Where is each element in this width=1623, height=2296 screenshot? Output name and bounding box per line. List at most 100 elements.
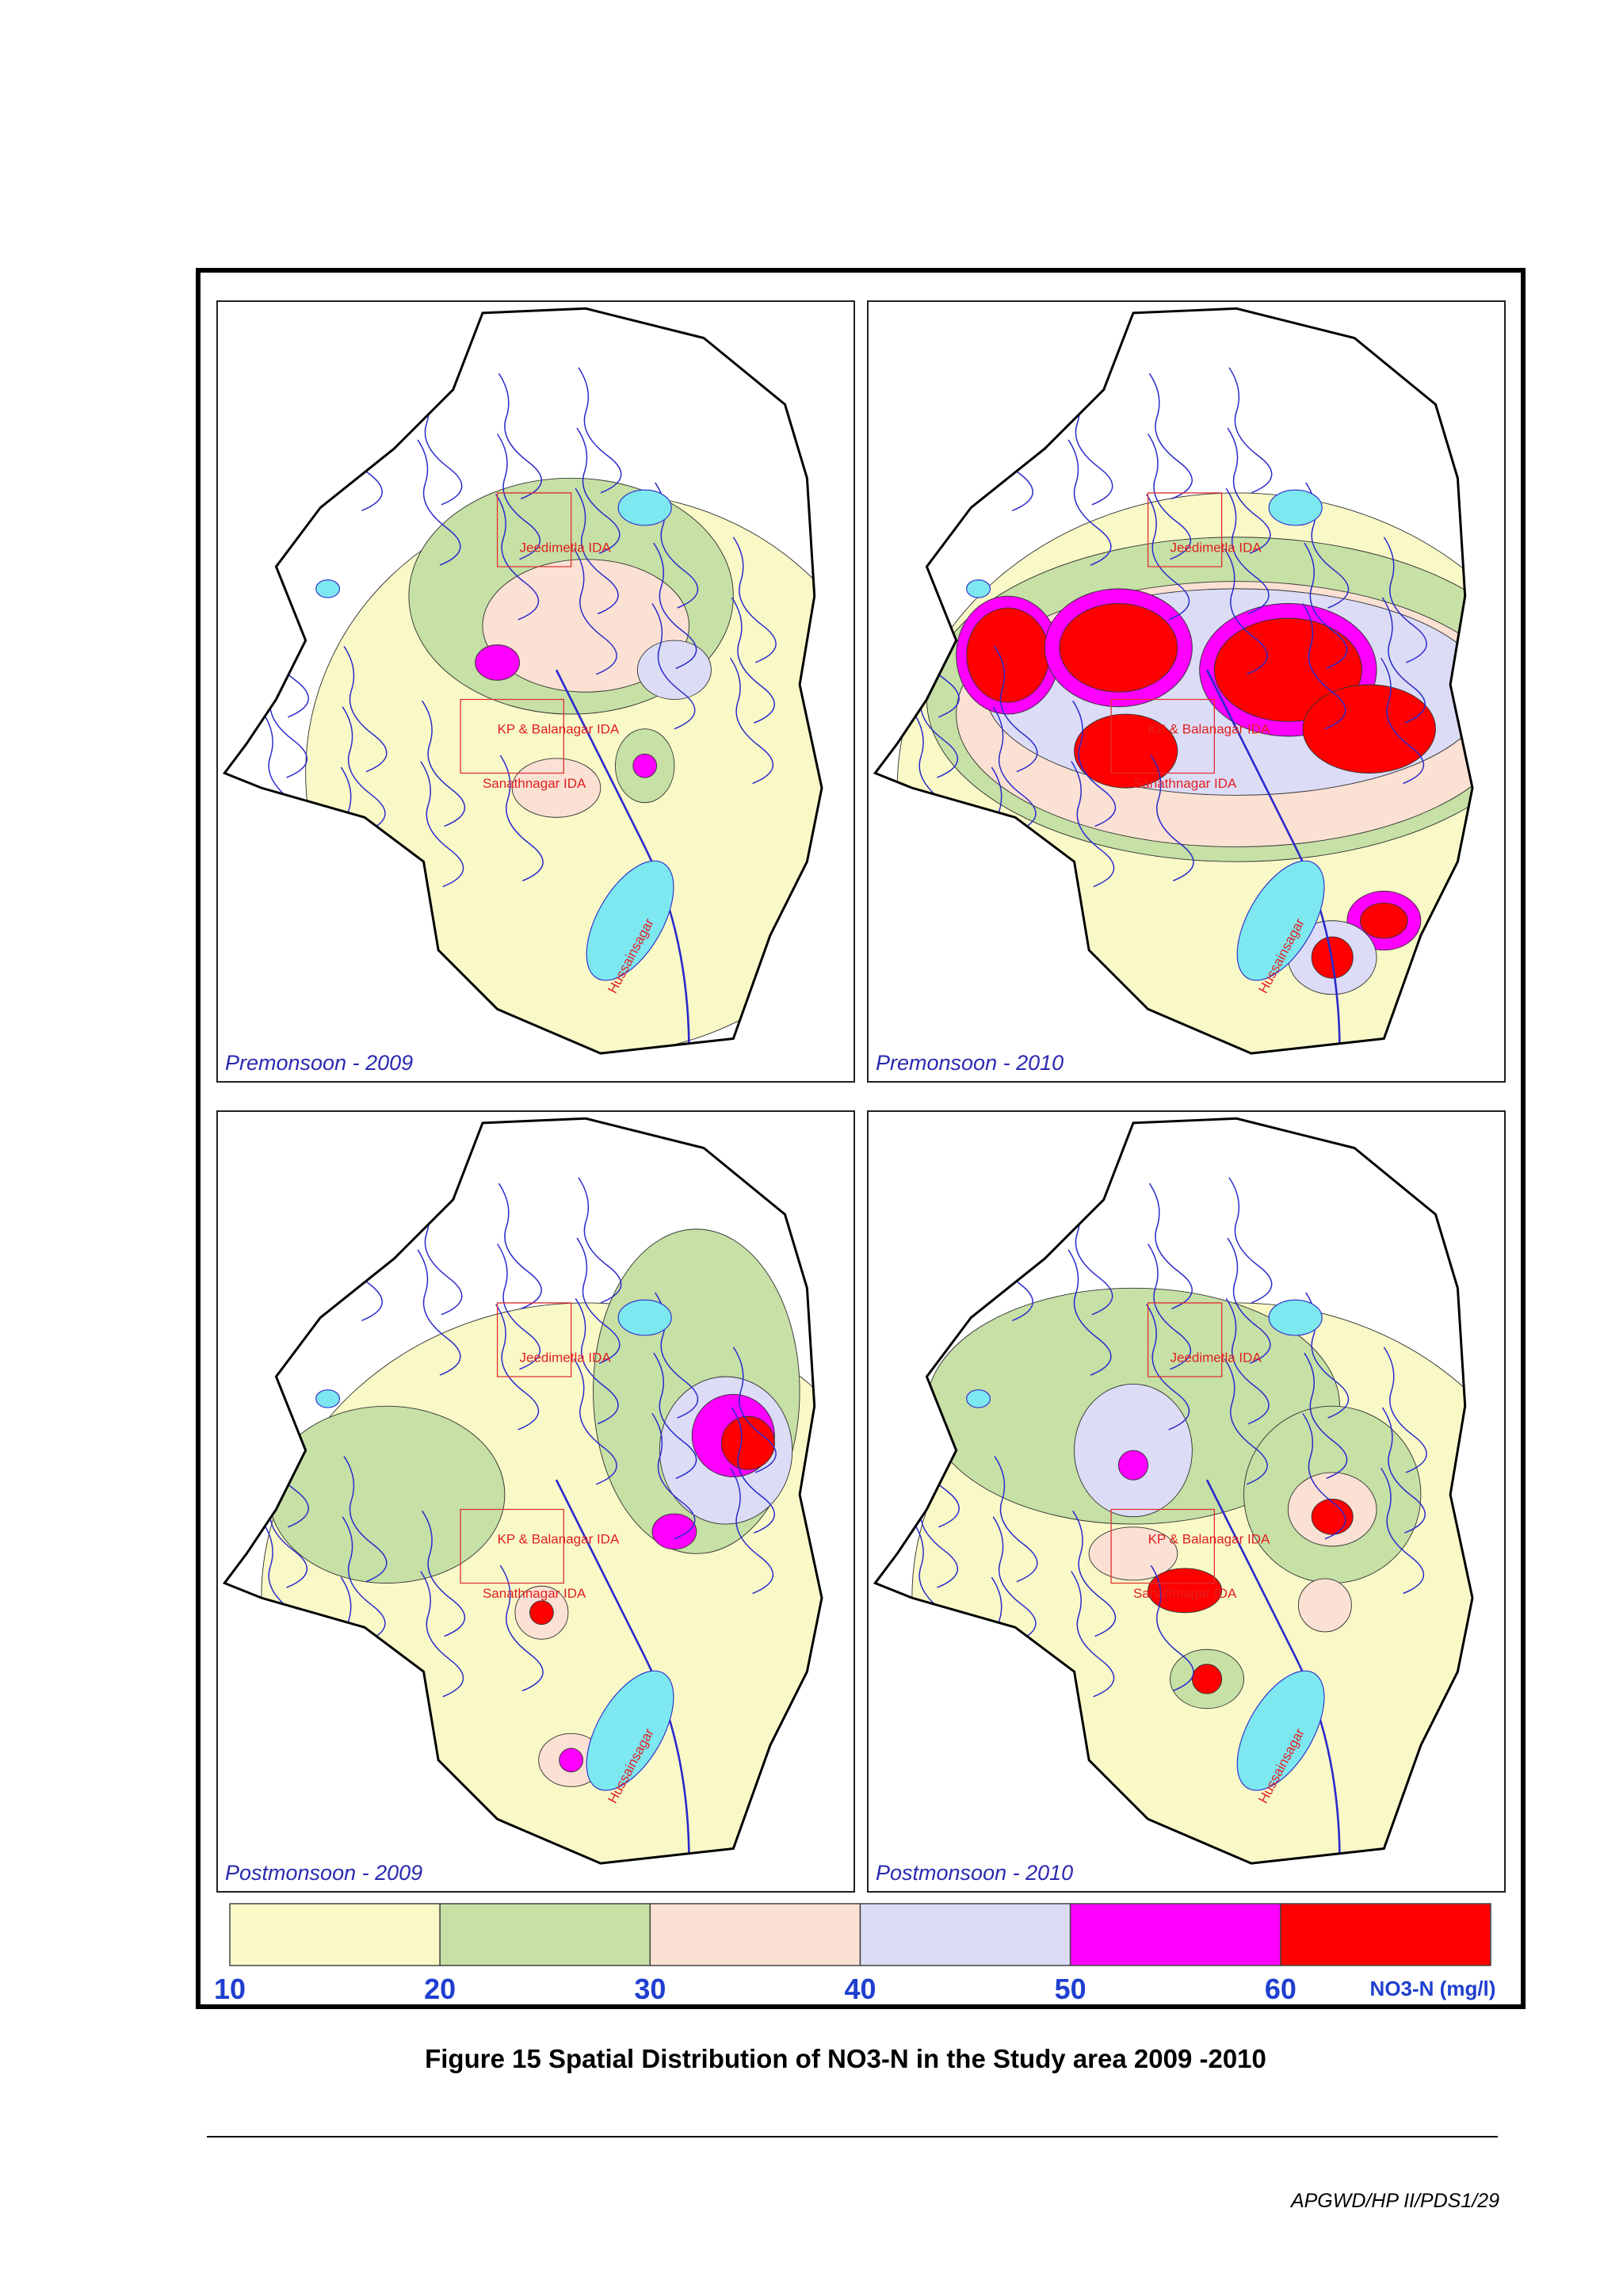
contour-zone: [1117, 1450, 1149, 1480]
stream: [342, 1516, 386, 1643]
stream: [1146, 494, 1190, 621]
stream: [732, 537, 777, 663]
stream: [576, 1237, 621, 1364]
stream: [496, 1244, 541, 1370]
stream: [1381, 657, 1425, 785]
main-river: [555, 1479, 690, 1864]
legend-value: 20: [424, 1973, 456, 2005]
main-river: [555, 669, 690, 1054]
contour-zone: [632, 753, 658, 778]
stream: [1225, 1297, 1270, 1425]
figure-frame: [196, 268, 1526, 2009]
stream: [1150, 1564, 1194, 1692]
lake: [1236, 1670, 1325, 1791]
stream: [1228, 367, 1273, 494]
map: [222, 307, 823, 1055]
contour-zone: [482, 559, 689, 693]
panel-title: Premonsoon - 2010: [876, 1051, 1064, 1075]
stream: [994, 646, 1038, 773]
stream: [731, 597, 775, 724]
map-panel: Jeedimetla IDA KP & Balanagar IDA Sanathna…: [216, 1110, 855, 1893]
contour-zone: [1297, 1578, 1352, 1633]
lake: [586, 1670, 674, 1791]
stream: [1381, 1407, 1426, 1534]
stream: [1067, 1249, 1112, 1376]
stream: [499, 1564, 544, 1692]
contour-zone: [1059, 603, 1178, 693]
stream: [653, 1352, 697, 1480]
panel-title: Postmonsoon - 2009: [225, 1861, 422, 1885]
map-label: Sanathnagar IDA: [1133, 1586, 1237, 1601]
map-label: Jeedimetla IDA: [1170, 540, 1262, 555]
main-river: [1205, 669, 1341, 1054]
map-label: Sanathnagar IDA: [483, 776, 586, 791]
map-label: Jeedimetla IDA: [520, 1350, 612, 1365]
stream: [495, 1304, 540, 1431]
stream: [1381, 597, 1426, 724]
contour-zone: [268, 1405, 506, 1584]
industrial-area: [1110, 1302, 1223, 1584]
stream: [994, 1456, 1038, 1583]
stream: [1381, 1467, 1425, 1595]
industrial-area: [1110, 492, 1223, 774]
stream: [1150, 755, 1194, 882]
stream: [653, 542, 697, 670]
panel-title: Premonsoon - 2009: [225, 1051, 413, 1075]
contour-zone: [720, 1415, 775, 1470]
stream: [1067, 439, 1112, 566]
map-label: Sanathnagar IDA: [483, 1586, 586, 1601]
map-label: KP & Balanagar IDA: [1148, 721, 1270, 736]
stream: [420, 1571, 464, 1698]
stream: [1147, 1244, 1192, 1370]
stream: [1383, 1347, 1427, 1473]
contour-zone: [1074, 713, 1178, 789]
stream: [992, 1516, 1037, 1643]
figure-caption: Figure 15 Spatial Distribution of NO3-N …: [425, 2044, 1266, 2073]
map-panel: Jeedimetla IDA KP & Balanagar IDA Sanathna…: [216, 300, 855, 1083]
stream: [1146, 1304, 1190, 1431]
stream: [1225, 487, 1270, 615]
contour-zone: [559, 1748, 583, 1773]
lake: [315, 1389, 341, 1408]
industrial-area: [460, 492, 572, 774]
stream: [420, 761, 464, 888]
map-panel: Jeedimetla IDA KP & Balanagar IDA Sanathna…: [867, 300, 1506, 1083]
stream: [578, 367, 622, 494]
stream: [417, 439, 461, 566]
contour-zone: [1191, 1664, 1223, 1694]
map-outline: [222, 1117, 823, 1865]
lake: [966, 1389, 991, 1408]
main-river: [1205, 1479, 1341, 1864]
industrial-area: [460, 1302, 572, 1584]
panel-title: Postmonsoon - 2010: [876, 1861, 1073, 1885]
stream: [651, 603, 696, 730]
lake: [617, 1299, 672, 1336]
legend-swatch: [439, 1903, 651, 1966]
legend-value: 50: [1055, 1973, 1086, 2005]
map-outline: [873, 1117, 1474, 1865]
stream: [498, 1182, 542, 1310]
stream: [573, 1358, 617, 1485]
stream: [1302, 603, 1346, 730]
contour-zone: [651, 1513, 697, 1550]
stream: [731, 1407, 775, 1534]
stream: [576, 427, 621, 554]
stream: [422, 700, 466, 827]
stream: [575, 1297, 619, 1425]
legend-swatch: [1069, 1903, 1281, 1966]
map-outline: [873, 307, 1474, 1055]
contour-zone: [966, 607, 1050, 703]
stream: [1224, 1358, 1268, 1485]
legend-unit: NO3-N (mg/l): [1370, 1977, 1496, 2000]
stream: [1072, 1510, 1117, 1637]
legend-value: 60: [1265, 1973, 1296, 2005]
page-footer: APGWD/HP II/PDS1/29: [1289, 2190, 1499, 2212]
contour-zones: [896, 492, 1473, 1054]
stream: [1227, 1237, 1271, 1364]
map-label: KP & Balanagar IDA: [1148, 1531, 1270, 1546]
legend-swatch: [1280, 1903, 1491, 1966]
lake: [1268, 1299, 1323, 1336]
stream: [992, 706, 1037, 833]
stream: [1302, 1413, 1346, 1540]
